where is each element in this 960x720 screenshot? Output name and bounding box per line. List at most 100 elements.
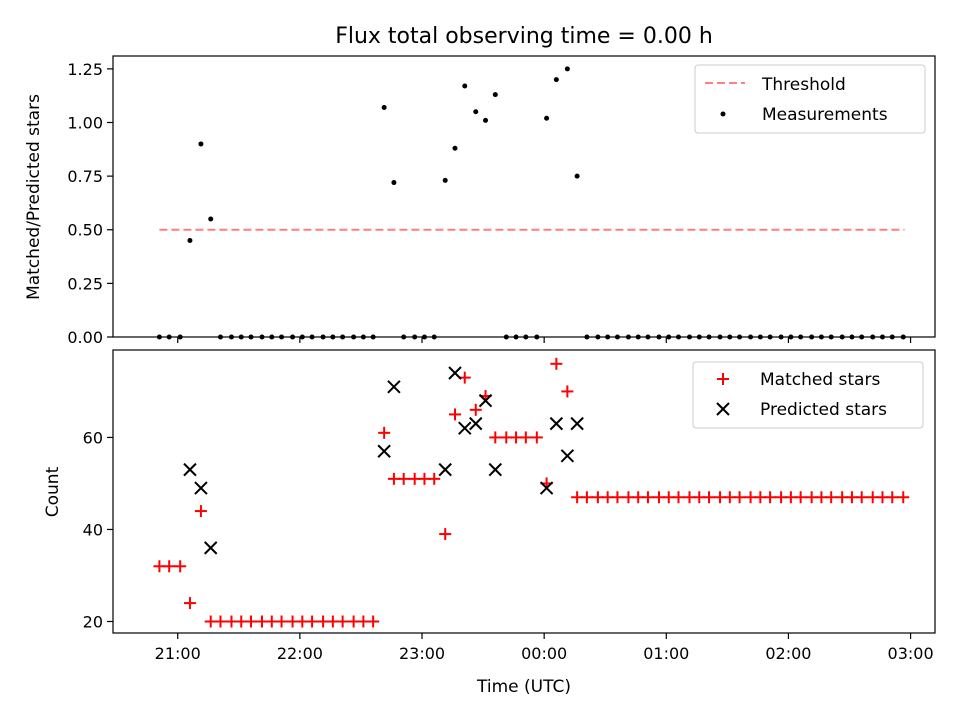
top-panel: 0.00 0.25 0.50 0.75 1.00 1.25 Matched/Predict… — [24, 55, 936, 347]
legend-predicted-label: Predicted stars — [760, 400, 887, 420]
matched-stars-point — [428, 472, 441, 485]
legend-predicted-swatch — [716, 402, 730, 416]
top-y-axis-label: Matched/Predicted stars — [24, 94, 44, 300]
matched-stars-point — [764, 491, 777, 504]
y-tick-label: 1.25 — [67, 60, 103, 79]
legend-threshold-label: Threshold — [761, 75, 846, 95]
matched-stars-point — [306, 615, 319, 628]
bottom-y-axis-label: Count — [43, 466, 63, 517]
matched-stars-point — [855, 491, 868, 504]
bottom-legend: Matched stars Predicted stars — [692, 361, 924, 429]
matched-stars-point — [194, 505, 207, 518]
predicted-stars-point — [377, 444, 391, 458]
x-axis-label: Time (UTC) — [476, 677, 571, 697]
predicted-stars-point — [469, 416, 483, 431]
predicted-stars-point — [560, 449, 575, 463]
top-legend-box — [694, 64, 926, 134]
matched-stars-point — [275, 615, 288, 628]
x-tick-label: 02:00 — [765, 644, 811, 663]
y-tick-label: 0.00 — [67, 328, 103, 347]
measurement-point — [544, 115, 550, 121]
y-tick-label: 1.00 — [67, 113, 103, 132]
matched-stars-point — [825, 491, 838, 504]
legend-matched-label: Matched stars — [760, 370, 880, 390]
measurement-point — [574, 173, 580, 179]
y-tick-label: 60 — [83, 428, 103, 447]
y-tick-label: 0.75 — [67, 167, 103, 186]
matched-stars-point — [561, 385, 574, 398]
measurement-point — [381, 104, 387, 110]
matched-stars-point — [174, 560, 187, 573]
predicted-stars-point — [194, 481, 208, 495]
measurement-point — [187, 237, 193, 243]
matched-stars-point — [550, 357, 563, 370]
figure-title: Flux total observing time = 0.00 h — [335, 24, 713, 49]
bottom-x-ticks: 21:00 22:00 23:00 00:00 01:00 02:00 03:00 — [155, 633, 934, 663]
measurement-point — [492, 92, 498, 98]
matched-stars-point — [245, 615, 258, 628]
y-tick-label: 0.25 — [67, 274, 103, 293]
bottom-legend-box — [692, 361, 924, 429]
measurement-point — [462, 83, 468, 89]
top-legend: Threshold Measurements — [694, 64, 926, 134]
measurement-point — [473, 109, 479, 115]
matched-stars-point — [530, 431, 543, 444]
measurement-point — [452, 145, 458, 151]
matched-stars-point — [469, 403, 482, 416]
matched-stars-point — [794, 491, 807, 504]
bottom-panel: 20 40 60 21:00 22:00 23:00 00:00 01:00 02:00 03:… — [43, 349, 936, 663]
predicted-stars-point — [438, 462, 452, 477]
matched-stars-point — [489, 431, 502, 444]
matched-stars-point — [519, 431, 532, 444]
y-tick-label: 0.50 — [67, 221, 103, 240]
bottom-axes-frame — [112, 349, 936, 634]
bottom-y-ticks: 20 40 60 — [83, 428, 113, 631]
matched-stars-point — [439, 528, 452, 541]
predicted-stars-point — [204, 541, 218, 555]
matched-stars-point — [448, 408, 461, 421]
x-tick-label: 22:00 — [277, 644, 323, 663]
legend-measurements-swatch — [720, 111, 726, 117]
bottom-plot-area — [153, 357, 910, 628]
x-tick-label: 21:00 — [155, 644, 201, 663]
matched-stars-point — [611, 491, 624, 504]
matched-stars-point — [703, 491, 716, 504]
matched-stars-point — [897, 491, 910, 504]
measurement-point — [483, 117, 489, 123]
y-tick-label: 40 — [83, 520, 103, 539]
predicted-stars-point — [448, 366, 462, 380]
matched-stars-point — [397, 472, 410, 485]
top-y-ticks: 0.00 0.25 0.50 0.75 1.00 1.25 — [67, 60, 113, 347]
measurement-point — [391, 180, 397, 186]
measurement-point — [208, 216, 214, 222]
predicted-stars-point — [387, 380, 401, 394]
matched-stars-point — [378, 426, 391, 439]
measurement-point — [198, 141, 204, 147]
x-tick-label: 01:00 — [643, 644, 689, 663]
x-tick-label: 03:00 — [888, 644, 934, 663]
matched-stars-point — [183, 597, 196, 610]
predicted-stars-point — [539, 481, 554, 495]
matched-stars-point — [886, 491, 899, 504]
predicted-stars-point — [488, 462, 503, 477]
measurement-point — [564, 66, 570, 72]
predicted-stars-point — [549, 416, 564, 431]
matched-stars-point — [672, 491, 685, 504]
predicted-stars-point — [458, 421, 472, 435]
matched-stars-point — [163, 560, 176, 573]
predicted-stars-point — [183, 462, 197, 477]
matched-stars-point — [336, 615, 349, 628]
legend-measurements-label: Measurements — [762, 105, 888, 125]
measurement-point — [553, 77, 559, 83]
x-tick-label: 00:00 — [521, 644, 567, 663]
matched-stars-point — [214, 615, 227, 628]
x-tick-label: 23:00 — [399, 644, 445, 663]
matched-stars-point — [641, 491, 654, 504]
top-x-ticks — [177, 337, 912, 343]
y-tick-label: 20 — [83, 612, 103, 631]
matched-stars-point — [367, 615, 380, 628]
measurement-point — [442, 177, 448, 183]
predicted-stars-point — [570, 416, 584, 431]
top-axes-frame — [112, 55, 936, 338]
